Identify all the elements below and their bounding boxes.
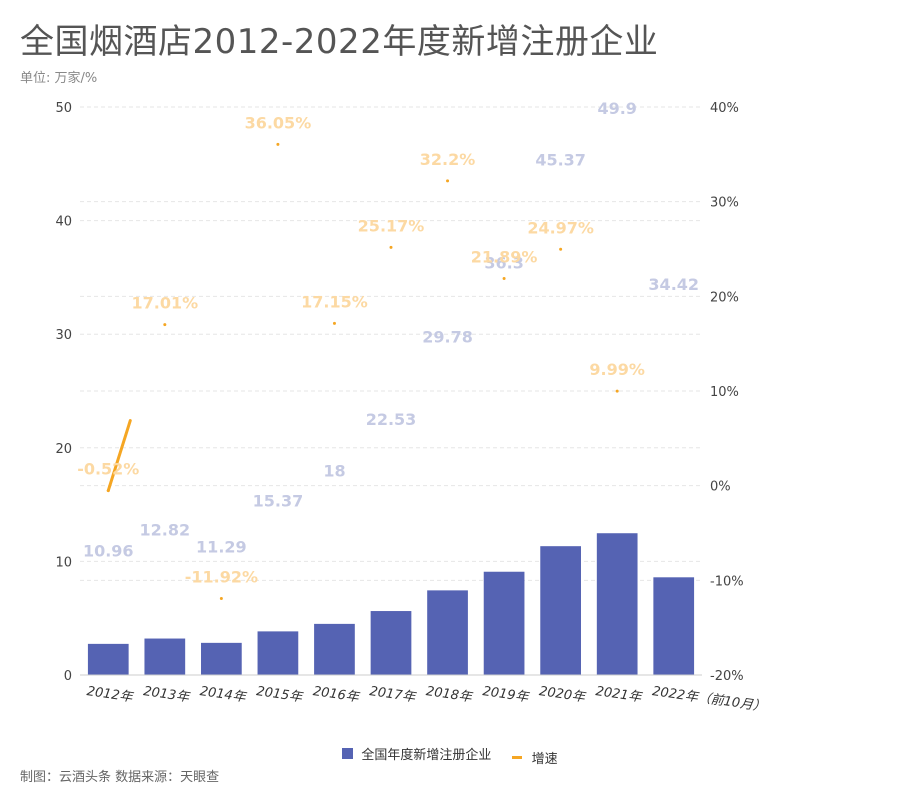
growth-value-label: 32.2% — [420, 150, 476, 169]
growth-value-label: 21.89% — [471, 247, 538, 266]
bar-value-label: 18 — [323, 462, 345, 481]
bar-value-label: 36.3 — [484, 254, 523, 273]
line-series — [106, 142, 619, 601]
line-point — [502, 276, 506, 280]
growth-value-label: -0.52% — [77, 460, 139, 479]
unit-label: 单位: 万家/% — [20, 71, 98, 86]
bar-value-label: 22.53 — [366, 410, 417, 429]
x-tick-label: 2018年 — [425, 684, 475, 706]
x-tick-label: 2020年 — [538, 684, 588, 706]
x-tick-label: 2019年 — [482, 684, 532, 706]
y-right-tick-label: -10% — [710, 574, 744, 589]
y-left-tick-label: 50 — [55, 101, 72, 116]
y-left-tick-label: 30 — [55, 328, 72, 343]
y-right-tick-label: 10% — [710, 385, 739, 400]
x-tick-label: 2022年（前10月） — [651, 683, 767, 715]
bar — [144, 638, 186, 675]
line-point — [276, 142, 280, 146]
bar — [201, 642, 242, 675]
bar-value-label: 12.82 — [140, 520, 191, 539]
growth-value-label: 17.15% — [301, 292, 368, 311]
line-point — [219, 597, 223, 601]
legend-bar-label: 全国年度新增注册企业 — [361, 748, 492, 763]
bar-value-label: 34.42 — [648, 275, 699, 294]
x-tick-label: 2016年 — [312, 684, 362, 706]
growth-value-label: 9.99% — [589, 360, 645, 379]
legend-bar-swatch — [342, 748, 354, 759]
growth-value-label: -11.92% — [185, 568, 258, 587]
source-note: 制图：云酒头条 数据来源：天眼查 — [20, 770, 220, 785]
bar — [596, 533, 638, 675]
y-left-tick-label: 0 — [64, 669, 72, 684]
line-point — [559, 247, 563, 251]
bar — [87, 643, 129, 675]
legend-item-bars[interactable]: 全国年度新增注册企业 — [342, 744, 491, 763]
data-labels: 10.96 12.82 11.29 15.37 18 22.53 29.78 36.3 45.3… — [77, 99, 699, 586]
x-tick-label: 2015年 — [255, 684, 305, 706]
line-point — [615, 389, 619, 393]
growth-value-label: 25.17% — [358, 216, 425, 235]
bar-value-label: 49.9 — [597, 99, 636, 118]
bar-value-label: 10.96 — [83, 541, 134, 560]
line-point — [389, 245, 393, 249]
y-left-tick-label: 40 — [55, 215, 72, 230]
growth-value-label: 17.01% — [131, 294, 198, 313]
growth-value-label: 36.05% — [245, 113, 312, 132]
growth-value-label: 24.97% — [527, 218, 594, 237]
y-right-tick-label: 0% — [710, 480, 731, 495]
legend-line-label: 增速 — [531, 752, 558, 767]
bar — [483, 571, 525, 675]
x-tick-label: 2021年 — [595, 684, 645, 706]
bar — [370, 611, 412, 675]
bar-value-label: 11.29 — [196, 538, 247, 557]
line-point — [446, 179, 450, 183]
y-left-tick-label: 10 — [55, 555, 72, 570]
bar — [314, 623, 355, 675]
bar-value-label: 45.37 — [535, 151, 586, 170]
line-point — [163, 323, 167, 327]
combo-chart: 10.96 12.82 11.29 15.37 18 22.53 29.78 36.3 45.3… — [55, 99, 767, 715]
y-right-tick-label: 30% — [710, 196, 739, 211]
grid-lines — [80, 106, 702, 581]
bar-value-label: 29.78 — [422, 328, 473, 347]
bar — [540, 546, 581, 675]
bar-value-label: 15.37 — [253, 491, 304, 510]
chart-title: 全国烟酒店2012-2022年度新增注册企业 — [20, 22, 659, 62]
bar — [257, 631, 299, 675]
x-tick-label: 2012年 — [86, 684, 136, 706]
bar — [653, 577, 695, 675]
line-segment — [106, 419, 132, 493]
x-tick-label: 2017年 — [368, 684, 418, 706]
line-point — [332, 321, 336, 325]
y-right-tick-label: 20% — [710, 290, 739, 305]
legend: 全国年度新增注册企业 增速 — [0, 744, 900, 767]
y-right-tick-label: 40% — [710, 101, 739, 116]
legend-item-line[interactable]: 增速 — [511, 748, 558, 767]
y-left-tick-label: 20 — [55, 442, 72, 457]
legend-line-swatch — [511, 756, 522, 759]
bar — [427, 590, 468, 675]
bar-series — [87, 533, 695, 675]
y-right-tick-label: -20% — [710, 669, 744, 684]
line-point — [106, 489, 110, 493]
x-tick-label: 2014年 — [199, 684, 249, 706]
x-tick-label: 2013年 — [142, 684, 192, 706]
